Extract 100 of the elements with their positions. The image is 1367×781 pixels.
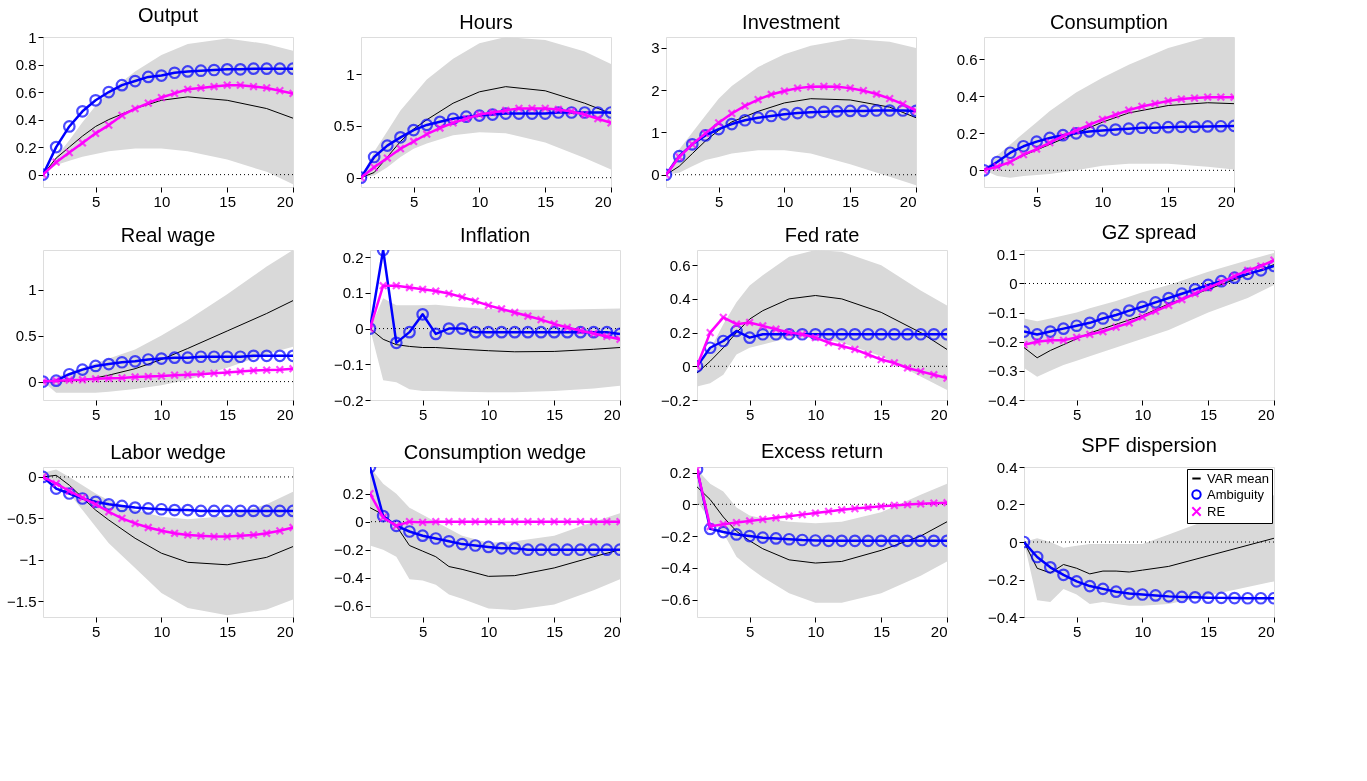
x-tick-label: 20 [899, 192, 917, 210]
x-tick-label: 10 [807, 622, 825, 640]
y-tick-label: 0.5 [333, 117, 355, 135]
y-tick-label: 3 [651, 39, 660, 57]
x-tick-label: 10 [1134, 405, 1152, 423]
x-tick-label: 20 [1217, 192, 1235, 210]
y-tick-label: 0.4 [15, 111, 37, 129]
y-tick-label: 0 [1009, 275, 1018, 292]
x-tick-label: 10 [776, 192, 794, 210]
y-tick-label: 0 [355, 320, 364, 338]
x-tick-label: 20 [594, 192, 612, 210]
legend-label: VAR mean [1207, 470, 1269, 486]
legend-label: RE [1207, 503, 1226, 519]
line-series [697, 486, 947, 564]
y-tick-label: 0.2 [342, 485, 364, 503]
legend-label: Ambiguity [1207, 486, 1265, 502]
x-tick-label: 15 [873, 622, 891, 640]
chart-title: GZ spread [1101, 221, 1197, 244]
y-tick-label: 0 [28, 166, 37, 184]
y-tick-label: −0.2 [333, 541, 364, 559]
y-tick-label: −0.2 [333, 391, 364, 409]
y-tick-label: 0 [346, 169, 355, 187]
y-tick-label: −0.6 [660, 591, 691, 609]
y-tick-label: 0 [1009, 533, 1018, 551]
y-tick-label: −0.4 [987, 608, 1018, 626]
chart-title: Labor wedge [110, 441, 226, 463]
y-tick-label: 1 [28, 28, 37, 46]
y-tick-label: 0 [355, 513, 364, 531]
chart-title: Real wage [120, 224, 216, 246]
line-series [697, 295, 947, 374]
chart-title: Consumption [1050, 11, 1168, 33]
y-tick-label: 1 [28, 281, 37, 299]
x-tick-label: 5 [418, 405, 428, 423]
y-tick-label: 0.2 [669, 464, 691, 482]
y-tick-label: 0 [651, 166, 660, 184]
y-tick-label: 0.2 [15, 138, 37, 156]
x-tick-label: 20 [603, 405, 621, 423]
y-tick-label: −0.2 [987, 333, 1018, 351]
x-tick-label: 10 [153, 192, 171, 210]
x-tick-label: 10 [471, 192, 489, 210]
y-tick-label: 0.8 [15, 56, 37, 74]
y-tick-label: 0.6 [956, 50, 978, 68]
y-tick-label: −0.5 [6, 509, 37, 527]
y-tick-label: 0.2 [996, 496, 1018, 513]
x-tick-label: 5 [91, 192, 101, 210]
x-tick-label: 15 [219, 405, 237, 423]
y-tick-label: 0.4 [996, 458, 1018, 476]
x-tick-label: 10 [153, 405, 171, 423]
x-tick-label: 5 [91, 405, 101, 423]
x-tick-label: 15 [219, 622, 237, 640]
y-tick-label: 0 [969, 161, 978, 179]
x-tick-label: 20 [276, 405, 294, 423]
y-tick-label: 0.1 [342, 284, 364, 302]
chart-title: Output [137, 4, 199, 26]
x-tick-label: 15 [219, 192, 237, 210]
x-tick-label: 10 [807, 405, 825, 423]
x-tick-label: 10 [480, 405, 498, 423]
x-tick-label: 20 [930, 405, 948, 423]
y-tick-label: 2 [651, 81, 660, 99]
x-tick-label: 15 [546, 622, 564, 640]
x-tick-label: 10 [480, 622, 498, 640]
x-tick-label: 5 [418, 622, 428, 640]
y-tick-label: 0 [682, 357, 691, 375]
y-tick-label: −0.2 [660, 391, 691, 409]
x-tick-label: 10 [1094, 192, 1112, 210]
y-tick-label: −1.5 [6, 592, 37, 610]
chart-title: Investment [742, 11, 841, 33]
x-tick-label: 15 [1200, 405, 1218, 423]
y-tick-label: −1 [19, 551, 37, 569]
y-tick-label: −0.4 [333, 569, 364, 587]
y-tick-label: 0.2 [669, 324, 691, 342]
y-tick-label: 0.2 [956, 124, 978, 142]
chart-title: SPF dispersion [1081, 434, 1217, 456]
chart-title: Hours [459, 11, 513, 33]
x-tick-label: 5 [91, 622, 101, 640]
y-tick-label: 0.2 [342, 248, 364, 266]
y-tick-label: −0.6 [333, 597, 364, 615]
y-tick-label: 0 [28, 468, 37, 486]
y-tick-label: 0.5 [15, 327, 37, 345]
x-tick-label: 20 [603, 622, 621, 640]
x-tick-label: 5 [745, 405, 755, 423]
y-tick-label: 0.4 [669, 290, 691, 308]
y-tick-label: −0.2 [987, 571, 1018, 588]
x-tick-label: 5 [1072, 622, 1082, 640]
x-tick-label: 5 [745, 622, 755, 640]
x-tick-label: 5 [1032, 192, 1042, 210]
x-tick-label: 15 [873, 405, 891, 423]
x-tick-label: 15 [1160, 192, 1178, 210]
y-tick-label: 0 [682, 495, 691, 513]
y-tick-label: −0.1 [333, 355, 364, 373]
x-tick-label: 15 [842, 192, 860, 210]
chart-title: Inflation [459, 224, 531, 246]
y-tick-label: 1 [346, 65, 355, 83]
chart-title: Consumption wedge [403, 441, 587, 463]
y-tick-label: −0.4 [660, 559, 691, 577]
y-tick-label: 1 [651, 123, 660, 141]
x-tick-label: 5 [1072, 405, 1082, 423]
x-tick-label: 10 [1134, 622, 1152, 640]
x-tick-label: 15 [546, 405, 564, 423]
y-tick-label: 0 [28, 373, 37, 391]
